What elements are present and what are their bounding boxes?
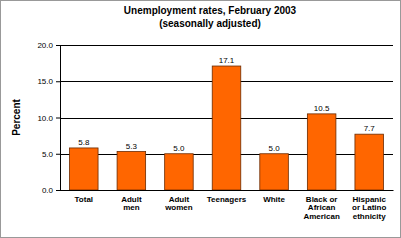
bar <box>355 134 384 190</box>
x-axis-line <box>61 190 394 191</box>
data-label: 10.5 <box>314 104 330 113</box>
bar <box>212 66 241 190</box>
x-tick-label: Black orAfricanAmerican <box>303 195 340 222</box>
grid <box>60 46 393 191</box>
x-tick-label: Hispanicor Latinoethnicity <box>352 195 386 222</box>
y-tick-mark <box>56 45 60 46</box>
bar <box>307 114 336 190</box>
chart: Unemployment rates, February 2003 (season… <box>0 0 401 238</box>
y-tick-mark <box>56 190 60 191</box>
y-tick: 10.0 <box>37 114 60 123</box>
x-tick: Hispanicor Latinoethnicity <box>352 190 386 221</box>
x-tick-label: Adultwomen <box>164 195 193 213</box>
bar <box>117 152 146 190</box>
y-tick-mark <box>56 81 60 82</box>
x-tick-label: Teenagers <box>207 195 247 204</box>
y-tick: 0.0 <box>42 186 60 195</box>
data-label: 17.1 <box>219 56 235 65</box>
x-tick: Total <box>75 190 94 204</box>
data-label: 5.8 <box>78 138 90 147</box>
data-label: 5.0 <box>269 144 281 153</box>
y-tick: 5.0 <box>42 150 60 159</box>
x-tick-label: Adultmen <box>121 195 142 213</box>
bar <box>260 154 289 190</box>
y-tick-label: 5.0 <box>42 150 54 159</box>
x-axis: Total Adultmen Adultwomen Teenagers White Bla… <box>61 190 394 221</box>
y-tick-mark <box>56 154 60 155</box>
x-tick-label: Total <box>75 195 94 204</box>
x-tick: Adultwomen <box>164 190 193 212</box>
data-label: 7.7 <box>364 124 376 133</box>
y-axis: 0.0 5.0 10.0 15.0 20.0 <box>37 41 60 195</box>
y-tick-label: 20.0 <box>37 41 53 50</box>
y-axis-title: Percent <box>11 98 22 135</box>
y-tick-label: 15.0 <box>37 77 53 86</box>
x-tick: Black orAfricanAmerican <box>303 190 340 221</box>
y-tick-label: 10.0 <box>37 114 53 123</box>
grid-line <box>60 190 393 191</box>
grid-line <box>60 45 393 46</box>
chart-border <box>1 1 401 238</box>
y-axis-line <box>56 46 61 191</box>
subtitle: (seasonally adjusted) <box>159 18 261 29</box>
y-tick: 15.0 <box>37 77 60 86</box>
x-tick: Teenagers <box>207 190 247 204</box>
title: Unemployment rates, February 2003 <box>124 5 297 16</box>
bars <box>70 66 384 190</box>
y-tick-mark <box>56 118 60 119</box>
y-tick-label: 0.0 <box>42 186 54 195</box>
data-label: 5.3 <box>126 142 138 151</box>
y-tick: 20.0 <box>37 41 60 50</box>
x-tick-label: White <box>263 195 285 204</box>
x-tick: Adultmen <box>121 190 142 212</box>
data-labels: 5.8 5.3 5.0 17.1 5.0 10.5 7.7 <box>78 56 375 153</box>
bar <box>70 148 99 190</box>
x-tick: White <box>263 190 285 204</box>
data-label: 5.0 <box>173 144 185 153</box>
bar <box>165 154 194 190</box>
